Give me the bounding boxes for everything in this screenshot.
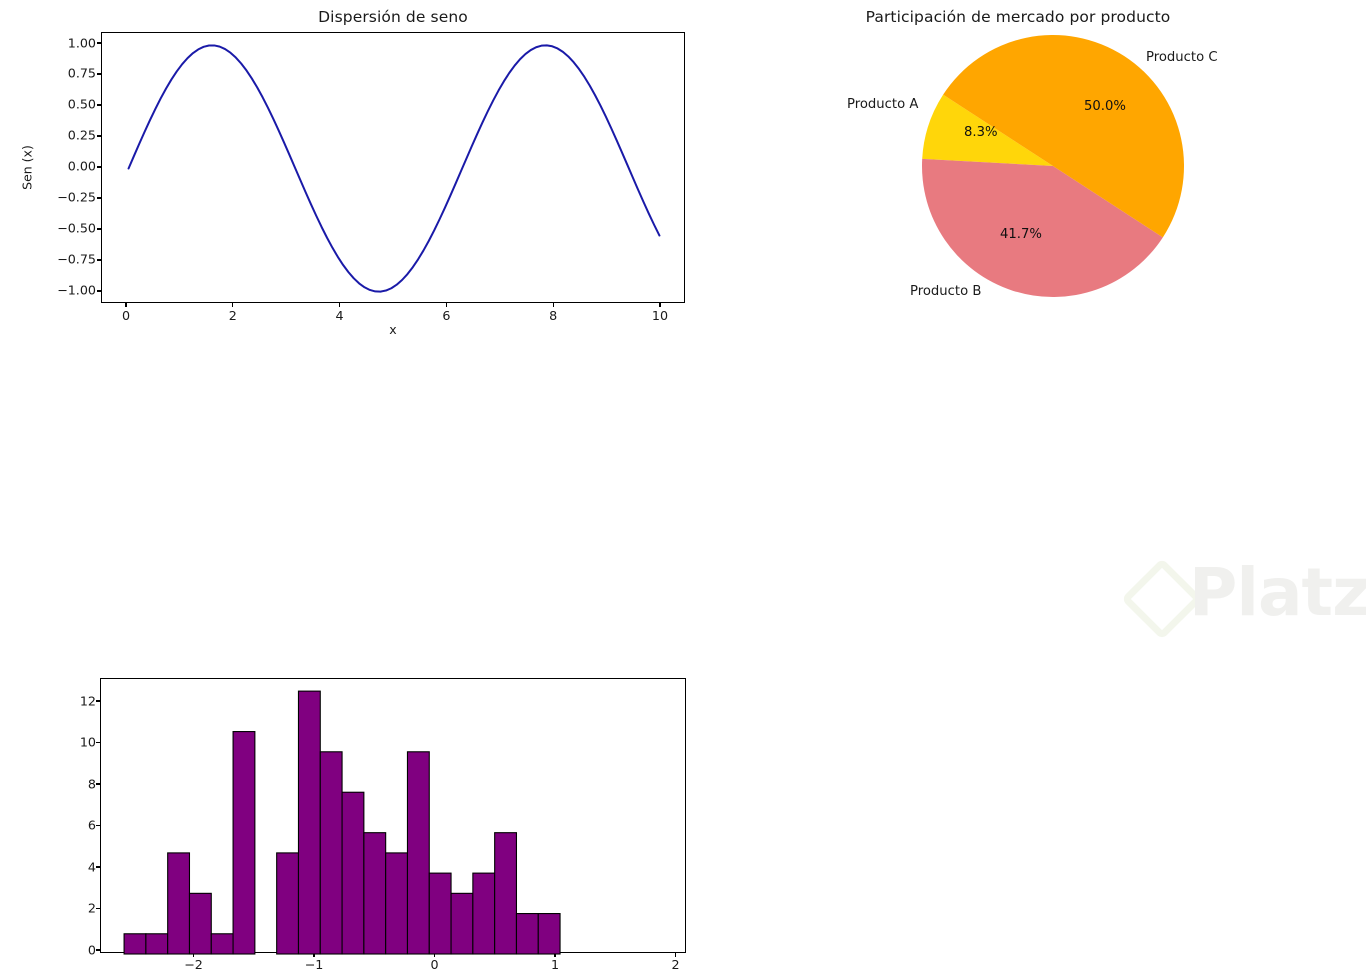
histogram-bar <box>494 832 518 955</box>
histogram-bar <box>428 872 452 955</box>
line-ytick-mark <box>97 166 101 168</box>
line-xtick-mark <box>125 303 127 307</box>
pie-pct-producto-a: 8.3% <box>964 125 998 140</box>
line-xtick-mark <box>232 303 234 307</box>
pie-pct-producto-c: 50.0% <box>1084 99 1126 114</box>
pie-label-producto-a: Producto A <box>847 97 919 112</box>
line-plot-ylabel: Sen (x) <box>19 145 35 190</box>
line-xtick-4: 6 <box>442 308 451 323</box>
line-xtick-2: 2 <box>228 308 237 323</box>
histogram-bar <box>472 872 496 955</box>
line-ytick-mark <box>97 197 101 199</box>
pie-label-producto-b: Producto B <box>910 284 982 299</box>
line-ytick-mark <box>97 73 101 75</box>
hist-ytick-1: 12 <box>79 693 96 709</box>
pie-pct-producto-b: 41.7% <box>1000 227 1042 242</box>
histogram-bar <box>123 933 147 955</box>
line-xtick-mark <box>445 303 447 307</box>
histogram-bar <box>276 852 300 955</box>
panel-line-sine: Dispersión de seno Sen (x) x 1.00 0.75 0… <box>0 0 700 337</box>
line-xtick-1: 0 <box>121 308 131 323</box>
line-xtick-5: 8 <box>549 308 558 323</box>
line-ytick-3: 0.50 <box>67 96 96 112</box>
line-ytick-8: −0.75 <box>57 251 96 267</box>
line-xtick-mark <box>339 303 341 307</box>
line-ytick-mark <box>97 42 101 44</box>
line-ytick-mark <box>97 135 101 137</box>
histogram-bar <box>167 852 191 955</box>
line-xtick-3: 4 <box>335 308 344 323</box>
pie-slice-producto-b[interactable] <box>921 158 1163 298</box>
histogram-bar <box>297 690 321 955</box>
hist-xtick-4: 1 <box>550 957 560 972</box>
histogram-bar <box>385 852 409 955</box>
hist-ytick-3: 8 <box>87 776 96 792</box>
histogram-bar <box>450 892 474 955</box>
hist-xtick-5: 2 <box>671 957 680 972</box>
line-ytick-4: 0.25 <box>67 127 96 143</box>
line-ytick-mark <box>97 290 101 292</box>
line-xtick-mark <box>552 303 554 307</box>
panel-histogram: 12 10 8 6 4 2 0 −2 −1 0 1 2 <box>0 330 700 972</box>
line-ytick-9: −1.00 <box>57 282 96 298</box>
histogram-bar <box>232 731 256 955</box>
hist-ytick-4: 6 <box>87 817 96 833</box>
histogram-bar <box>537 913 561 955</box>
line-ytick-mark <box>97 228 101 230</box>
hist-ytick-6: 2 <box>87 900 96 916</box>
line-ytick-mark <box>97 259 101 261</box>
histogram-bar <box>363 832 387 955</box>
line-plot-axes <box>101 32 685 303</box>
pie-slice-producto-a[interactable] <box>922 94 1053 166</box>
hist-ytick-2: 10 <box>79 734 96 750</box>
hist-ytick-5: 4 <box>87 859 96 875</box>
line-plot-xlabel: x <box>389 322 397 337</box>
hist-ytick-7: 0 <box>87 942 96 958</box>
histogram-bar <box>515 913 539 955</box>
hist-xtick-3: 0 <box>430 957 439 972</box>
panel-pie-market-share: Participación de mercado por producto Pr… <box>683 0 1366 330</box>
line-xtick-6: 10 <box>651 308 669 323</box>
hist-xtick-2: −1 <box>304 957 324 972</box>
histogram-bar <box>319 751 343 955</box>
line-xtick-mark <box>659 303 661 307</box>
histogram-canvas <box>123 690 561 955</box>
pie-chart-title: Participación de mercado por producto <box>865 8 1171 26</box>
pie-label-producto-c: Producto C <box>1146 50 1218 65</box>
histogram-axes <box>100 678 686 955</box>
line-plot-title: Dispersión de seno <box>318 8 468 26</box>
line-plot-canvas <box>127 44 661 293</box>
line-ytick-7: −0.50 <box>57 220 96 236</box>
line-ytick-5: 0.00 <box>67 158 96 174</box>
hist-xtick-1: −2 <box>184 957 203 972</box>
sine-line <box>127 44 661 293</box>
line-ytick-1: 1.00 <box>67 35 96 51</box>
line-ytick-6: −0.25 <box>57 189 96 205</box>
panel-scatter-sine: 1.00 0.75 0.50 0.25 0.00 −0.25 −0.50 −0.… <box>683 330 1366 655</box>
line-ytick-mark <box>97 104 101 106</box>
line-ytick-2: 0.75 <box>67 65 96 81</box>
pie-slice-producto-c[interactable] <box>943 34 1185 238</box>
histogram-bar <box>210 933 234 955</box>
histogram-bar <box>188 892 212 955</box>
pie-chart-canvas <box>921 34 1185 298</box>
histogram-bar <box>145 933 169 955</box>
histogram-bar <box>406 751 430 955</box>
histogram-bar <box>341 791 365 955</box>
